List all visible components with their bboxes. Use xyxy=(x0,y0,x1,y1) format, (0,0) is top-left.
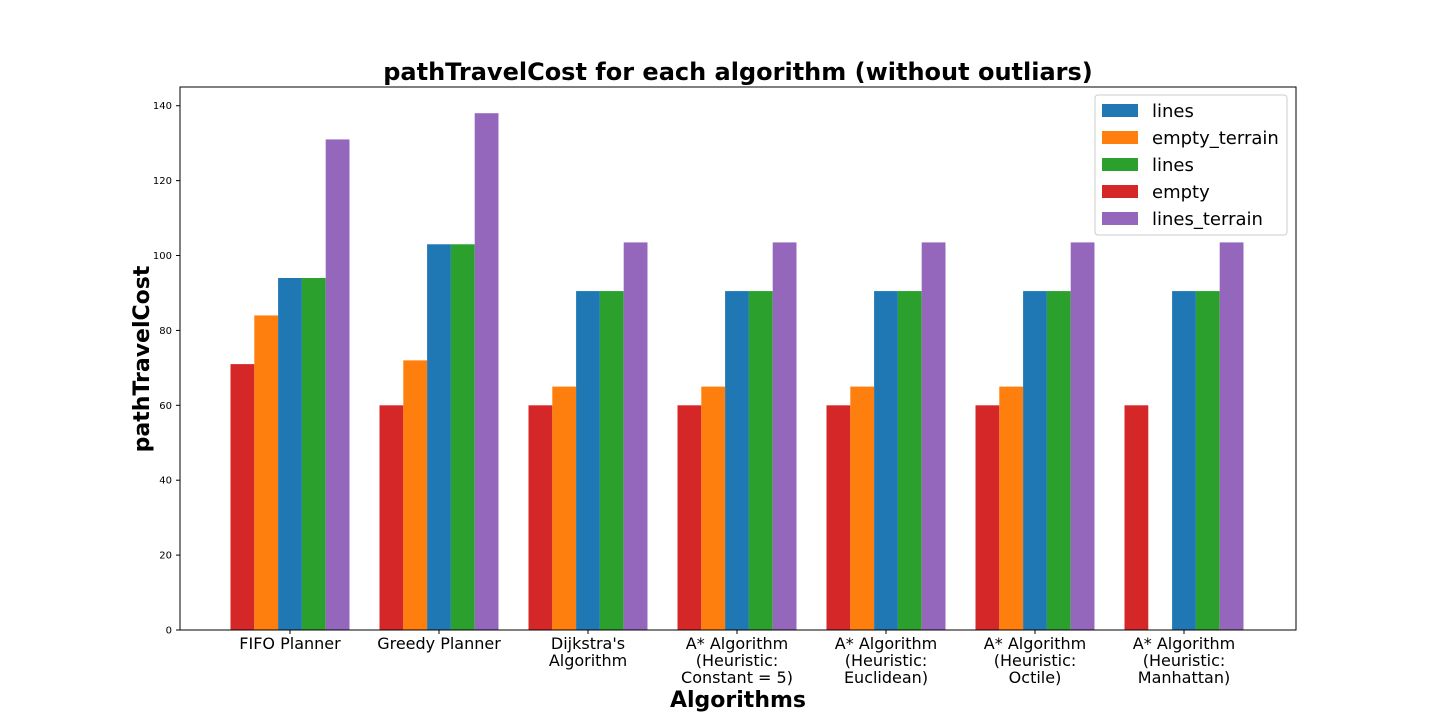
bar-empty-1 xyxy=(379,405,404,630)
plot-frame xyxy=(179,86,1297,631)
chart-title: pathTravelCost for each algorithm (witho… xyxy=(383,58,1093,86)
legend-swatch-lines xyxy=(1102,158,1138,171)
legend: linesempty_terrainlinesemptylines_terrai… xyxy=(1094,94,1288,236)
x-axis-label: Algorithms xyxy=(670,688,806,713)
bar-empty-0 xyxy=(230,364,255,630)
x-tick-label: (Heuristic: xyxy=(845,651,928,670)
bar-empty-2 xyxy=(528,405,553,630)
x-axis-ticks: FIFO Planner Greedy Planner Dijkstra'sAlgo… xyxy=(239,630,1235,687)
x-tick-label: Algorithm xyxy=(549,651,627,670)
bar-empty_terrain-1 xyxy=(403,360,428,630)
bar-empty_terrain-4 xyxy=(850,386,875,630)
bar-lines-3 xyxy=(748,291,773,630)
x-tick-label: A* Algorithm xyxy=(1133,634,1235,653)
bar-lines-0 xyxy=(301,277,326,630)
legend-label-lines: lines xyxy=(1152,101,1194,122)
x-tick-label: A* Algorithm xyxy=(686,634,788,653)
bar-empty_terrain-0 xyxy=(254,315,279,630)
bar-lines_terrain-6 xyxy=(1219,242,1244,630)
bar-lines-5 xyxy=(1023,291,1047,630)
bar-lines_terrain-4 xyxy=(921,242,946,630)
x-tick-label: (Heuristic: xyxy=(994,651,1077,670)
y-tick-label: 80 xyxy=(159,326,172,337)
bar-lines-4 xyxy=(897,291,922,630)
y-tick-label: 60 xyxy=(159,401,172,412)
legend-swatch-lines xyxy=(1102,104,1138,117)
bar-lines-6 xyxy=(1172,291,1196,630)
bar-lines_terrain-0 xyxy=(325,139,350,630)
x-tick-label: A* Algorithm xyxy=(835,634,937,653)
bar-lines-6 xyxy=(1195,291,1220,630)
bar-lines-4 xyxy=(874,291,898,630)
bar-lines-3 xyxy=(725,291,749,630)
x-tick-label: Greedy Planner xyxy=(377,634,501,653)
bar-empty-5 xyxy=(975,405,1000,630)
legend-label-lines: lines xyxy=(1152,155,1194,176)
x-tick-label: A* Algorithm xyxy=(984,634,1086,653)
bar-lines_terrain-1 xyxy=(474,113,499,630)
legend-label-empty: empty xyxy=(1152,182,1210,203)
x-tick-label: (Heuristic: xyxy=(696,651,779,670)
x-tick-label: (Heuristic: xyxy=(1143,651,1226,670)
bar-empty-6 xyxy=(1124,405,1149,630)
bar-lines-5 xyxy=(1046,291,1071,630)
y-tick-label: 0 xyxy=(166,626,172,637)
x-tick-label: Manhattan) xyxy=(1138,668,1230,687)
bar-empty_terrain-2 xyxy=(552,386,577,630)
legend-swatch-empty xyxy=(1102,185,1138,198)
y-tick-label: 140 xyxy=(153,101,172,112)
bar-lines-2 xyxy=(576,291,600,630)
y-tick-label: 20 xyxy=(159,551,172,562)
legend-frame xyxy=(1094,94,1288,236)
y-axis-label: pathTravelCost xyxy=(130,265,155,452)
bar-lines-1 xyxy=(427,244,451,630)
bar-empty_terrain-3 xyxy=(701,386,726,630)
legend-swatch-empty_terrain xyxy=(1102,131,1138,144)
bar-lines_terrain-5 xyxy=(1070,242,1095,630)
legend-swatch-lines_terrain xyxy=(1102,212,1138,225)
y-tick-label: 40 xyxy=(159,476,172,487)
bar-lines_terrain-3 xyxy=(772,242,797,630)
x-tick-label: Constant = 5) xyxy=(681,668,793,687)
bar-lines-2 xyxy=(599,291,624,630)
bar-empty-3 xyxy=(677,405,702,630)
legend-label-lines_terrain: lines_terrain xyxy=(1152,209,1263,230)
bar-lines_terrain-2 xyxy=(623,242,648,630)
x-tick-label: Dijkstra's xyxy=(551,634,625,653)
legend-label-empty_terrain: empty_terrain xyxy=(1152,128,1279,149)
bar-empty-4 xyxy=(826,405,851,630)
x-tick-label: FIFO Planner xyxy=(239,634,341,653)
bar-lines-1 xyxy=(450,244,475,630)
bars-group xyxy=(230,113,1244,630)
bar-empty_terrain-5 xyxy=(999,386,1024,630)
y-tick-label: 100 xyxy=(153,251,172,262)
y-tick-label: 120 xyxy=(153,176,172,187)
bar-lines-0 xyxy=(278,277,302,630)
y-axis-ticks: 0 20 40 60 80 100 120 140 xyxy=(153,101,180,637)
x-tick-label: Octile) xyxy=(1009,668,1062,687)
x-tick-label: Euclidean) xyxy=(844,668,928,687)
